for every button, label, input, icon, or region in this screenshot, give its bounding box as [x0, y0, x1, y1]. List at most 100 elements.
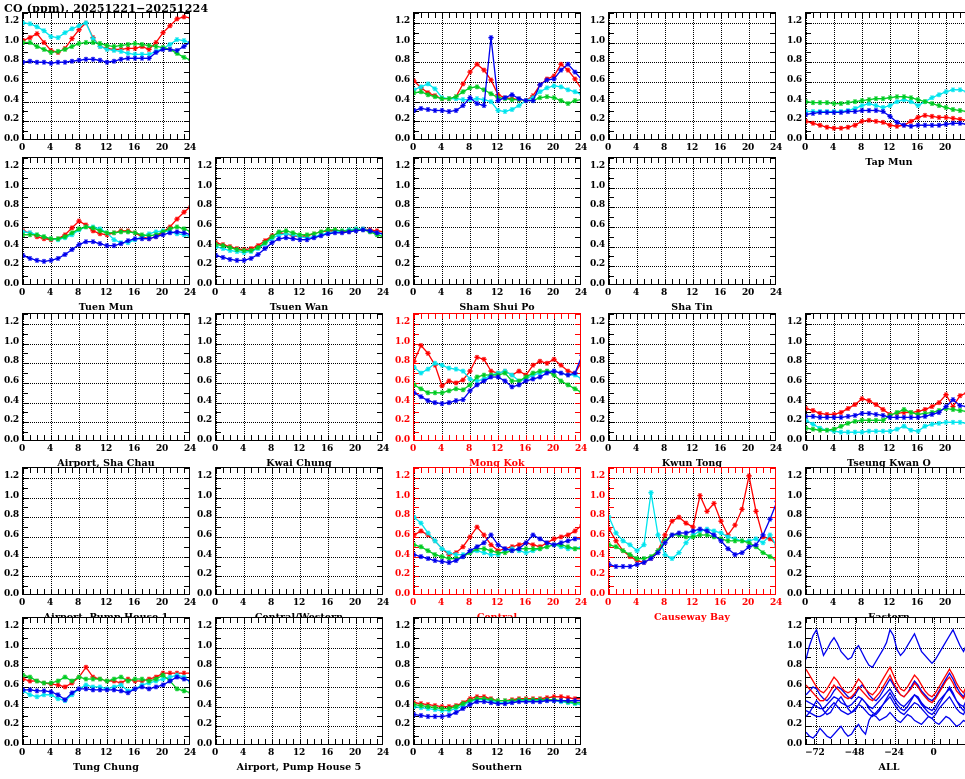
- gridline-vertical: [470, 13, 471, 139]
- axis-tick: [314, 279, 315, 284]
- axis-tick: [609, 589, 610, 594]
- axis-tick: [925, 468, 926, 473]
- station-panel[interactable]: 0.00.20.40.60.81.01.204812162024Central: [395, 467, 587, 629]
- axis-tick: [128, 13, 129, 18]
- axis-tick: [216, 402, 221, 404]
- station-panel[interactable]: 0.0 0.2 0.4 0.6 0.8 1.0 1.2 0 4 8 12 16 20 24 Kwun Ton…: [590, 313, 782, 475]
- data-point-marker: [634, 548, 640, 554]
- axis-tick: [79, 158, 80, 163]
- data-point-marker: [227, 244, 233, 251]
- axis-tick: [370, 435, 371, 440]
- axis-tick: [609, 279, 610, 284]
- axis-tick: [244, 739, 245, 744]
- gridline-horizontal: [216, 246, 382, 248]
- gridline-vertical: [934, 618, 936, 744]
- axis-tick: [848, 468, 849, 473]
- axis-tick: [841, 589, 842, 594]
- data-point-marker: [609, 514, 612, 520]
- axis-tick: [827, 134, 828, 139]
- y-axis-label: 1.0: [196, 640, 212, 651]
- data-point-marker: [662, 532, 668, 538]
- station-panel[interactable]: 0.00.20.40.60.81.01.204812162024Tai Po: [590, 12, 782, 174]
- axis-tick: [265, 618, 266, 623]
- axis-tick: [904, 314, 905, 319]
- data-point-marker: [565, 698, 571, 704]
- axis-tick: [770, 586, 775, 588]
- gridline-horizontal: [414, 536, 580, 538]
- station-panel[interactable]: 0.00.20.40.60.81.01.204812162024Tseung K…: [787, 313, 965, 475]
- axis-tick: [216, 207, 221, 209]
- station-panel[interactable]: 0.00.20.40.60.81.01.204812162024Eastern: [787, 467, 965, 629]
- axis-tick: [128, 618, 129, 623]
- axis-tick: [142, 158, 143, 163]
- gridline-vertical: [163, 158, 164, 284]
- y-axis-label: 0.8: [589, 510, 605, 521]
- data-point-marker: [283, 235, 289, 241]
- station-panel[interactable]: 0.00.20.40.60.81.01.204812162024North: [395, 12, 587, 174]
- data-series-line: [806, 89, 965, 113]
- axis-tick: [547, 618, 548, 623]
- axis-tick: [932, 13, 933, 18]
- axis-tick: [23, 468, 28, 469]
- y-axis-label: 0.0: [589, 589, 605, 599]
- data-point-marker: [346, 229, 352, 235]
- axis-tick: [414, 62, 419, 64]
- data-point-marker: [824, 427, 830, 433]
- data-point-marker: [957, 402, 963, 409]
- gridline-horizontal: [414, 556, 580, 558]
- axis-tick: [265, 739, 266, 744]
- axis-tick: [651, 314, 652, 319]
- station-panel[interactable]: 0.00.20.40.60.81.01.204812162024Tap Mun: [787, 12, 965, 174]
- data-point-marker: [929, 100, 935, 107]
- station-panel[interactable]: 0.00.20.40.60.81.01.204812162024Central/…: [197, 467, 389, 629]
- data-point-marker: [453, 380, 459, 386]
- station-panel[interactable]: 0.00.20.40.60.81.01.2−72−48−24024ALL: [787, 617, 965, 779]
- axis-tick: [644, 468, 645, 473]
- station-panel[interactable]: 0.0 0.2 0.4 0.6 0.8 1.0 1.2 0 4 8 12 16 20 24 Tung Chu…: [4, 617, 196, 779]
- station-panel[interactable]: 0.0 0.2 0.4 0.6 0.8 1.0 1.2 0 4 8 12 16 20 24 Southern: [395, 617, 587, 779]
- data-point-marker: [111, 676, 117, 682]
- data-point-marker: [432, 552, 438, 558]
- data-point-marker: [572, 370, 578, 376]
- axis-tick: [37, 468, 38, 473]
- data-point-marker: [544, 77, 550, 83]
- axis-tick: [414, 739, 415, 744]
- axis-tick: [300, 158, 301, 163]
- axis-tick: [470, 314, 471, 319]
- axis-tick: [575, 314, 576, 319]
- axis-tick: [237, 589, 238, 594]
- axis-tick: [170, 279, 171, 284]
- axis-tick: [693, 314, 694, 319]
- axis-tick: [568, 739, 569, 744]
- gridline-horizontal: [806, 323, 965, 325]
- data-point-marker: [915, 122, 921, 128]
- station-panel[interactable]: 0.0 0.2 0.4 0.6 0.8 1.0 1.2 0 4 8 12 16 20 24 Tsuen Wa…: [197, 157, 389, 319]
- station-panel[interactable]: 0.00.20.40.60.81.01.204812162024Airport,…: [4, 467, 196, 629]
- station-panel[interactable]: 0.0 0.2 0.4 0.6 0.8 1.0 1.2 0 4 8 12 16 20 24 Kwai Chu…: [197, 313, 389, 475]
- axis-tick: [414, 566, 419, 568]
- axis-tick: [735, 134, 736, 139]
- station-panel[interactable]: 0.0 0.2 0.4 0.6 0.8 1.0 1.2 0 4 8 12 16 20 24 Mong Kok: [395, 313, 587, 475]
- axis-tick: [363, 739, 364, 744]
- x-axis-label: 16: [320, 444, 334, 454]
- station-panel[interactable]: 0.0 0.2 0.4 0.6 0.8 1.0 1.2 0 4 8 12 16 20 24 Sham Shu…: [395, 157, 587, 319]
- station-panel[interactable]: 0.0 0.2 0.4 0.6 0.8 1.0 1.2 0 4 8 12 16 20 24 Tuen Mun: [4, 157, 196, 319]
- axis-tick: [890, 468, 891, 473]
- plot-area: [22, 313, 190, 441]
- axis-tick: [806, 81, 811, 83]
- gridline-vertical: [51, 468, 52, 594]
- station-panel[interactable]: 0.0 0.2 0.4 0.6 0.8 1.0 1.2 0 4 8 12 16 20 24 Sha Tin: [590, 157, 782, 319]
- station-panel[interactable]: 0.0 0.2 0.4 0.6 0.8 1.0 1.2 0 4 8 12 16 20 24 Causeway…: [590, 467, 782, 629]
- axis-tick: [575, 468, 580, 469]
- gridline-vertical: [855, 618, 857, 744]
- axis-tick: [575, 62, 580, 64]
- data-point-marker: [739, 506, 745, 512]
- data-point-marker: [558, 378, 564, 384]
- axis-tick: [806, 706, 811, 708]
- station-panel[interactable]: 0.00.20.40.60.81.01.204812162024Yuen Lon…: [4, 12, 196, 174]
- axis-tick: [644, 589, 645, 594]
- axis-tick: [86, 618, 87, 623]
- gridline-horizontal: [806, 402, 965, 404]
- gridline-vertical: [23, 158, 24, 284]
